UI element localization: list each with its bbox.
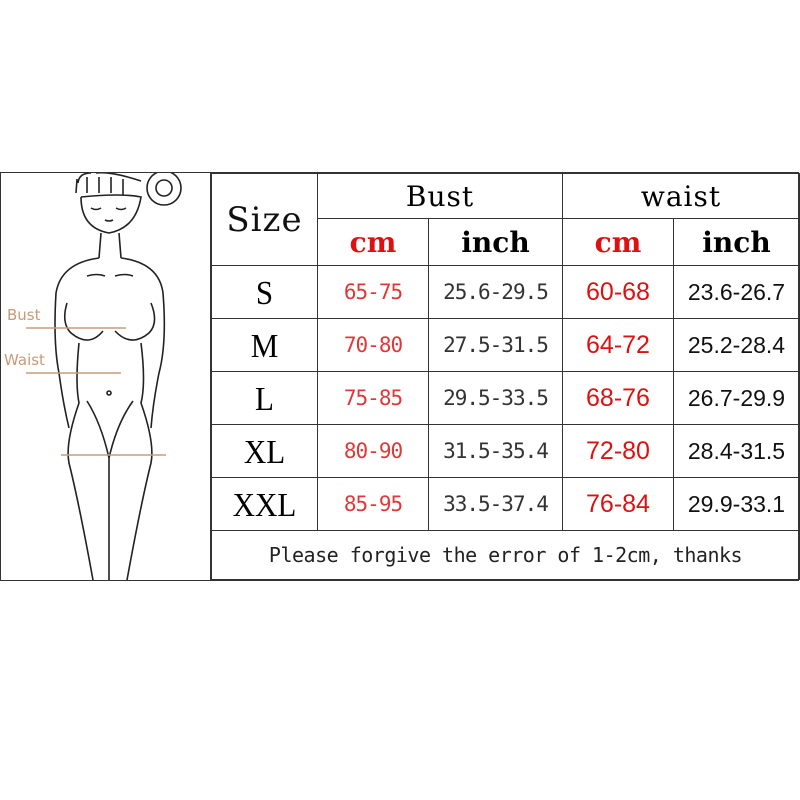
size-cell: M	[211, 315, 318, 375]
bust-inch-cell: 33.5-37.4	[428, 477, 563, 531]
bust-inch-header: inch	[428, 218, 563, 266]
bust-label: Bust	[7, 306, 41, 324]
size-cell: L	[211, 368, 318, 428]
bust-cm-header: cm	[317, 218, 429, 266]
bust-header: Bust	[317, 173, 563, 219]
size-header: Size	[211, 173, 318, 266]
table-row: L 75-85 29.5-33.5 68-76 26.7-29.9	[211, 368, 800, 428]
error-note: Please forgive the error of 1-2cm, thank…	[211, 530, 800, 580]
table-row: XXL 85-95 33.5-37.4 76-84 29.9-33.1	[211, 474, 800, 534]
bust-cm-cell: 75-85	[317, 371, 429, 425]
body-measurement-figure: Bust Waist	[1, 173, 211, 580]
bust-cm-cell: 65-75	[317, 265, 429, 319]
table-row: S 65-75 25.6-29.5 60-68 23.6-26.7	[211, 262, 800, 322]
size-chart: Bust Waist Size Bust waist cm inch cm in…	[0, 172, 800, 581]
waist-inch-cell: 28.4-31.5	[673, 424, 800, 478]
waist-inch-cell: 25.2-28.4	[673, 318, 800, 372]
waist-cm-header: cm	[562, 218, 674, 266]
size-table: Size Bust waist cm inch cm inch S 65-75 …	[211, 173, 800, 580]
waist-cm-cell: 60-68	[562, 265, 674, 319]
waist-label: Waist	[4, 351, 45, 369]
size-cell: XL	[211, 421, 318, 481]
size-cell: S	[211, 262, 318, 322]
bust-cm-cell: 80-90	[317, 424, 429, 478]
bust-inch-cell: 25.6-29.5	[428, 265, 563, 319]
waist-cm-cell: 76-84	[562, 477, 674, 531]
bust-inch-cell: 29.5-33.5	[428, 371, 563, 425]
table-row: M 70-80 27.5-31.5 64-72 25.2-28.4	[211, 315, 800, 375]
bust-cm-cell: 70-80	[317, 318, 429, 372]
waist-cm-cell: 64-72	[562, 318, 674, 372]
size-cell: XXL	[211, 474, 318, 534]
woman-outline-illustration	[26, 173, 182, 580]
waist-header: waist	[562, 173, 800, 219]
bust-inch-cell: 27.5-31.5	[428, 318, 563, 372]
waist-cm-cell: 68-76	[562, 371, 674, 425]
waist-inch-cell: 26.7-29.9	[673, 371, 800, 425]
waist-cm-cell: 72-80	[562, 424, 674, 478]
bust-inch-cell: 31.5-35.4	[428, 424, 563, 478]
bust-cm-cell: 85-95	[317, 477, 429, 531]
waist-inch-header: inch	[673, 218, 800, 266]
waist-inch-cell: 29.9-33.1	[673, 477, 800, 531]
waist-inch-cell: 23.6-26.7	[673, 265, 800, 319]
table-row: XL 80-90 31.5-35.4 72-80 28.4-31.5	[211, 421, 800, 481]
